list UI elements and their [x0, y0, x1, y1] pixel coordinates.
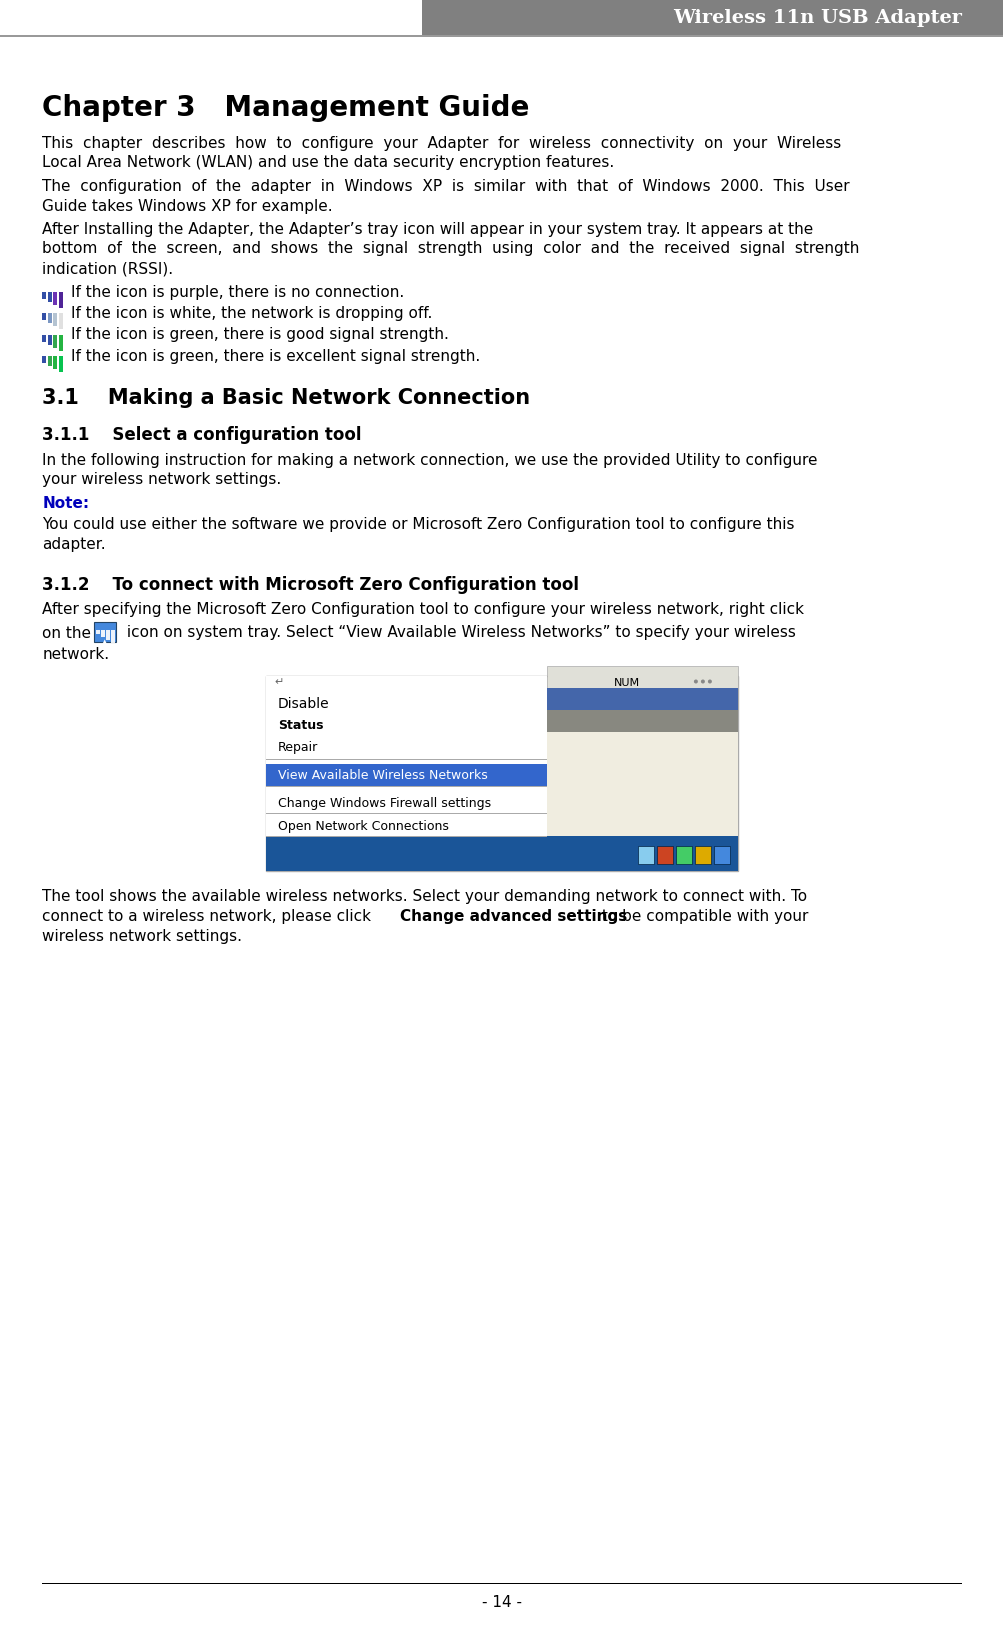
Bar: [47, 315, 51, 324]
Text: indication (RSSI).: indication (RSSI).: [42, 261, 174, 275]
Bar: [58, 357, 62, 373]
Bar: [266, 676, 737, 870]
Text: Wireless 11n USB Adapter: Wireless 11n USB Adapter: [672, 10, 961, 28]
Text: Chapter 3   Management Guide: Chapter 3 Management Guide: [42, 95, 529, 122]
Bar: [47, 336, 51, 346]
Text: on the: on the: [42, 626, 91, 641]
Bar: [42, 357, 46, 363]
Text: In the following instruction for making a network connection, we use the provide: In the following instruction for making …: [42, 452, 816, 468]
Bar: [42, 315, 46, 321]
Text: Disable: Disable: [278, 696, 329, 711]
Bar: [47, 357, 51, 367]
Bar: [675, 846, 691, 864]
Bar: [547, 732, 737, 836]
Bar: [53, 336, 57, 349]
Bar: [53, 336, 57, 349]
Text: Guide takes Windows XP for example.: Guide takes Windows XP for example.: [42, 199, 332, 214]
Bar: [42, 315, 46, 321]
Bar: [53, 357, 57, 370]
Bar: [266, 676, 547, 836]
Bar: [53, 292, 57, 305]
Bar: [42, 357, 46, 363]
Text: Repair: Repair: [278, 740, 318, 753]
Bar: [106, 631, 109, 641]
Bar: [266, 764, 547, 786]
Bar: [47, 357, 51, 367]
Text: Local Area Network (WLAN) and use the data security encryption features.: Local Area Network (WLAN) and use the da…: [42, 155, 614, 171]
Bar: [42, 336, 46, 342]
Text: connect to a wireless network, please click: connect to a wireless network, please cl…: [42, 908, 376, 924]
Bar: [58, 336, 62, 352]
Text: - 14 -: - 14 -: [481, 1594, 522, 1609]
Bar: [42, 292, 46, 300]
Bar: [53, 315, 57, 326]
Bar: [53, 357, 57, 370]
Text: to be compatible with your: to be compatible with your: [597, 908, 807, 924]
Bar: [547, 711, 737, 732]
Text: You could use either the software we provide or Microsoft Zero Configuration too: You could use either the software we pro…: [42, 517, 794, 531]
Text: network.: network.: [42, 647, 109, 662]
Bar: [58, 336, 62, 352]
Text: Status: Status: [278, 719, 323, 732]
Bar: [96, 631, 99, 634]
Text: icon on system tray. Select “View Available Wireless Networks” to specify your w: icon on system tray. Select “View Availa…: [122, 626, 795, 641]
Bar: [694, 846, 710, 864]
Bar: [637, 846, 653, 864]
Bar: [47, 336, 51, 346]
Bar: [656, 846, 672, 864]
Bar: [547, 688, 737, 711]
Bar: [58, 315, 62, 329]
Text: NUM: NUM: [613, 676, 639, 688]
Bar: [47, 292, 51, 302]
Bar: [53, 292, 57, 305]
Bar: [42, 336, 46, 342]
Text: After specifying the Microsoft Zero Configuration tool to configure your wireles: After specifying the Microsoft Zero Conf…: [42, 601, 803, 616]
Circle shape: [700, 680, 704, 685]
Text: The tool shows the available wireless networks. Select your demanding network to: The tool shows the available wireless ne…: [42, 888, 806, 905]
Text: adapter.: adapter.: [42, 536, 105, 551]
Bar: [713, 846, 729, 864]
Bar: [94, 623, 116, 642]
Bar: [47, 315, 51, 324]
Text: If the icon is green, there is excellent signal strength.: If the icon is green, there is excellent…: [71, 349, 480, 363]
Text: Change advanced settings: Change advanced settings: [400, 908, 627, 924]
Text: Note:: Note:: [42, 496, 89, 510]
Text: This  chapter  describes  how  to  configure  your  Adapter  for  wireless  conn: This chapter describes how to configure …: [42, 135, 841, 152]
Text: your wireless network settings.: your wireless network settings.: [42, 471, 281, 487]
Bar: [42, 292, 46, 300]
Text: If the icon is green, there is good signal strength.: If the icon is green, there is good sign…: [71, 328, 448, 342]
Text: If the icon is purple, there is no connection.: If the icon is purple, there is no conne…: [71, 284, 404, 300]
Text: ▲: ▲: [102, 639, 107, 645]
Bar: [0, 36, 1003, 37]
Text: View Available Wireless Networks: View Available Wireless Networks: [278, 768, 487, 781]
Circle shape: [707, 680, 711, 685]
Text: Open Network Connections: Open Network Connections: [278, 820, 448, 833]
Bar: [266, 836, 737, 870]
Bar: [58, 315, 62, 329]
Bar: [101, 631, 104, 637]
Text: 3.1    Making a Basic Network Connection: 3.1 Making a Basic Network Connection: [42, 388, 530, 408]
Text: After Installing the Adapter, the Adapter’s tray icon will appear in your system: After Installing the Adapter, the Adapte…: [42, 222, 812, 236]
Text: bottom  of  the  screen,  and  shows  the  signal  strength  using  color  and  : bottom of the screen, and shows the sign…: [42, 241, 859, 256]
Bar: [421, 0, 1003, 36]
Text: 3.1.2    To connect with Microsoft Zero Configuration tool: 3.1.2 To connect with Microsoft Zero Con…: [42, 575, 579, 593]
Bar: [111, 631, 114, 644]
Text: If the icon is white, the network is dropping off.: If the icon is white, the network is dro…: [71, 306, 432, 321]
Text: ↵: ↵: [274, 676, 283, 688]
Bar: [58, 292, 62, 308]
Bar: [47, 292, 51, 302]
Bar: [58, 292, 62, 308]
Text: wireless network settings.: wireless network settings.: [42, 927, 242, 942]
Text: Change Windows Firewall settings: Change Windows Firewall settings: [278, 797, 490, 810]
Bar: [266, 676, 540, 688]
Circle shape: [693, 680, 697, 685]
Bar: [547, 667, 737, 688]
Text: The  configuration  of  the  adapter  in  Windows  XP  is  similar  with  that  : The configuration of the adapter in Wind…: [42, 179, 849, 194]
Text: 3.1.1    Select a configuration tool: 3.1.1 Select a configuration tool: [42, 425, 361, 445]
Bar: [58, 357, 62, 373]
Bar: [53, 315, 57, 326]
